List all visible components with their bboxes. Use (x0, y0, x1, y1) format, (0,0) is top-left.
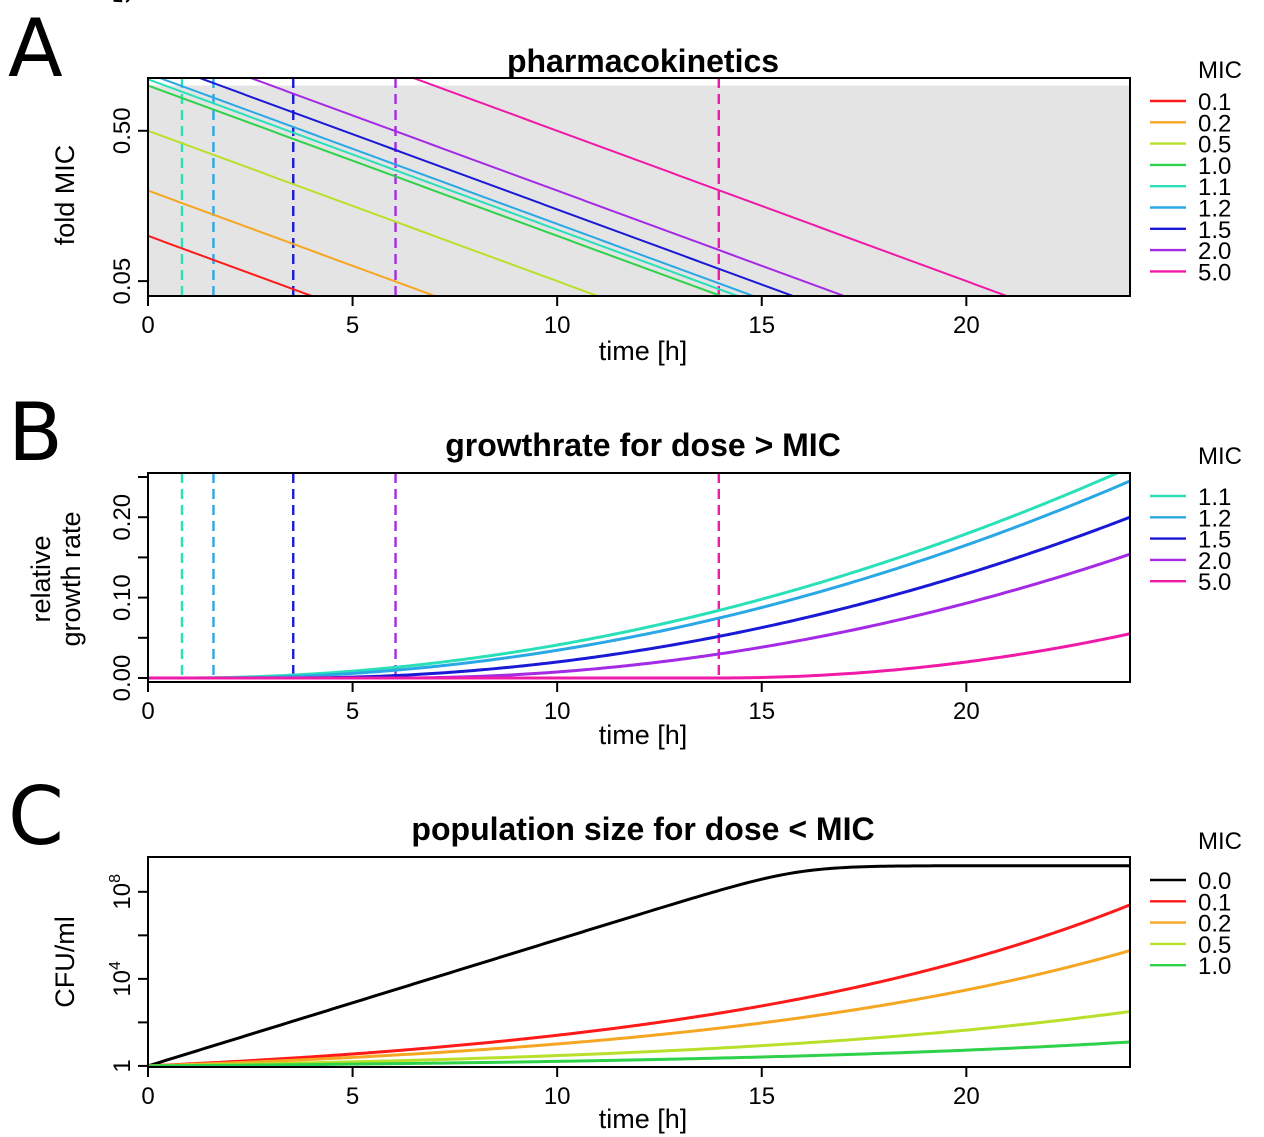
series-group (148, 78, 1010, 296)
x-tick-label: 20 (953, 1083, 980, 1110)
legend-label: 0.5 (1198, 132, 1231, 159)
y-tick-exponent: 8 (107, 874, 124, 883)
plot-area: 0 5 10 15 20 1 104 108 (107, 856, 1131, 1110)
panel-b: B growthrate for dose > MIC 0 5 10 15 20 0.00… (8, 386, 1242, 750)
legend-title: MIC (1198, 57, 1242, 84)
plot-frame (147, 77, 1131, 297)
y-tick-label: 0.20 (109, 494, 136, 541)
legend: 0.00.10.20.51.0 (1150, 868, 1231, 980)
series-line-mic-1.1 (148, 78, 741, 296)
panel-letter: C (8, 770, 64, 863)
plot-area: 0 5 10 15 20 0.00 0.10 0.20 (109, 472, 1131, 725)
legend-label: 2.0 (1198, 238, 1231, 265)
x-tick-label: 20 (953, 698, 980, 725)
legend-title: MIC (1198, 828, 1242, 855)
panel-a: A pharmacokinetics 0 5 10 15 20 0.05 0.50 5.0 0 … (8, 0, 1242, 366)
legend-label: 2.0 (1198, 548, 1231, 575)
series-line-mic-0.0 (148, 864, 1130, 1067)
series-line-mic-1.2 (157, 78, 757, 296)
series-line-mic-1.0 (148, 84, 724, 296)
legend-label: 0.2 (1198, 110, 1231, 137)
panel-letter: B (8, 386, 63, 479)
below-mic-region (148, 85, 1130, 296)
y-axis-label: CFU/ml (50, 916, 80, 1007)
series-group (148, 864, 1130, 1067)
legend-label: 1.5 (1198, 217, 1231, 244)
legend-label: 1.0 (1198, 953, 1231, 980)
y-tick-label: 0.50 (109, 107, 136, 154)
x-tick-label: 0 (141, 698, 154, 725)
series-line-mic-0.2 (148, 949, 1130, 1067)
x-axis-label: time [h] (599, 1104, 688, 1134)
y-tick-label: 5.00 (109, 0, 136, 4)
series-line-mic-1.0 (148, 1040, 1130, 1067)
y-tick-label: 0.05 (109, 258, 136, 305)
y-axis-label-line-1: relative (26, 535, 56, 622)
legend: 0.10.20.51.01.11.21.52.05.0 (1150, 89, 1231, 286)
series-line-mic-1.1 (148, 473, 1121, 680)
y-tick-label: 104 (107, 961, 136, 997)
legend-label: 0.0 (1198, 868, 1231, 895)
series-line-mic-0.2 (148, 189, 438, 296)
series-line-mic-0.5 (148, 1010, 1130, 1067)
x-tick-label: 15 (748, 1083, 775, 1110)
legend-title: MIC (1198, 443, 1242, 470)
series-line-mic-1.2 (148, 479, 1130, 680)
legend-label: 1.5 (1198, 527, 1231, 554)
series-line-mic-5.0 (148, 632, 1130, 680)
chart-title: growthrate for dose > MIC (445, 427, 841, 463)
y-tick-label: 108 (107, 874, 136, 910)
x-tick-label: 0 (141, 312, 154, 339)
x-tick-label: 15 (748, 312, 775, 339)
plot-area: 0 5 10 15 20 0.05 0.50 5.00 (109, 0, 1131, 339)
y-tick-exponent: 4 (107, 961, 124, 970)
chart-title: pharmacokinetics (507, 43, 779, 79)
legend-label: 1.1 (1198, 484, 1231, 511)
panel-letter: A (8, 2, 63, 95)
x-tick-label: 5 (346, 698, 359, 725)
legend-label: 1.2 (1198, 196, 1231, 223)
legend-label: 1.2 (1198, 505, 1231, 532)
legend-label: 0.5 (1198, 932, 1231, 959)
series-group (148, 473, 1130, 682)
chart-title: population size for dose < MIC (411, 811, 874, 847)
y-axis-label-line-2: growth rate (56, 511, 86, 646)
legend-label: 0.1 (1198, 89, 1231, 116)
legend-label: 1.1 (1198, 174, 1231, 201)
series-line-mic-2.0 (247, 78, 847, 296)
y-tick-label: 0.10 (109, 574, 136, 621)
legend-label: 0.2 (1198, 911, 1231, 938)
series-line-mic-1.5 (196, 78, 796, 296)
x-axis-label: time [h] (599, 720, 688, 750)
y-axis-label: fold MIC (50, 145, 80, 246)
plot-frame (147, 472, 1131, 683)
legend: 1.11.21.52.05.0 (1150, 484, 1231, 596)
x-tick-label: 0 (141, 1083, 154, 1110)
x-tick-label: 10 (544, 698, 571, 725)
x-tick-label: 10 (544, 1083, 571, 1110)
series-line-mic-5.0 (410, 78, 1010, 296)
legend-label: 0.1 (1198, 889, 1231, 916)
panel-c: C population size for dose < MIC 0 5 10 15 2… (8, 770, 1242, 1134)
series-line-mic-0.1 (148, 903, 1130, 1067)
legend-label: 5.0 (1198, 569, 1231, 596)
y-tick-label: 1 (109, 1059, 136, 1072)
series-line-mic-0.5 (148, 129, 601, 296)
legend-label: 1.0 (1198, 153, 1231, 180)
y-tick-label: 0.00 (109, 655, 136, 702)
x-axis-label: time [h] (599, 336, 688, 366)
x-tick-label: 20 (953, 312, 980, 339)
x-tick-label: 5 (346, 1083, 359, 1110)
x-tick-label: 15 (748, 698, 775, 725)
plot-frame (147, 856, 1131, 1068)
legend-label: 5.0 (1198, 259, 1231, 286)
x-tick-label: 10 (544, 312, 571, 339)
x-tick-label: 5 (346, 312, 359, 339)
